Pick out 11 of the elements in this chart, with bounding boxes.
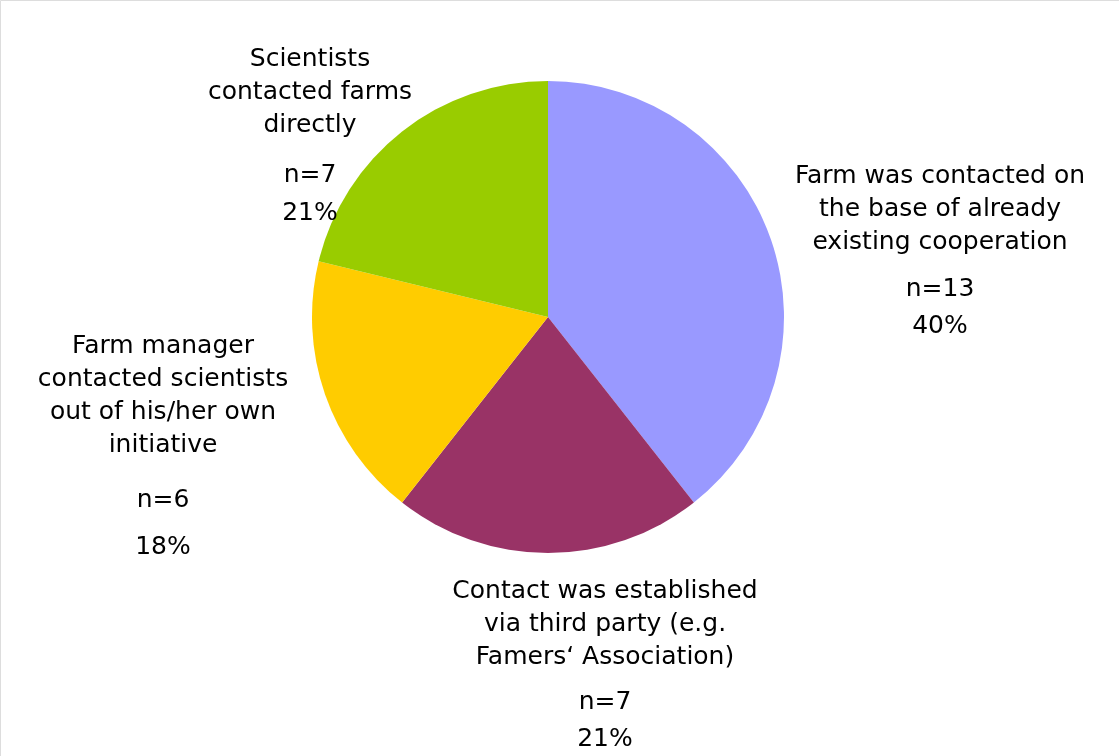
- data-label: n=7 21%: [577, 686, 633, 752]
- slice-label: Contact was established via third party (e.g. Famers‘ Association): [452, 575, 758, 670]
- data-label: n=6 18%: [135, 484, 191, 560]
- pie-slice: [402, 317, 694, 553]
- data-label: n=13 40%: [905, 273, 975, 339]
- slice-label: Farm manager contacted scientists out of his/her own initiative: [37, 330, 289, 458]
- data-label: n=7 21%: [282, 159, 338, 226]
- slice-label: Farm was contacted on the base of already existing cooperation: [794, 160, 1086, 255]
- slice-label: Scientists contacted farms directly: [207, 43, 413, 138]
- pie-slice: [548, 81, 784, 503]
- pie-slice: [312, 261, 548, 503]
